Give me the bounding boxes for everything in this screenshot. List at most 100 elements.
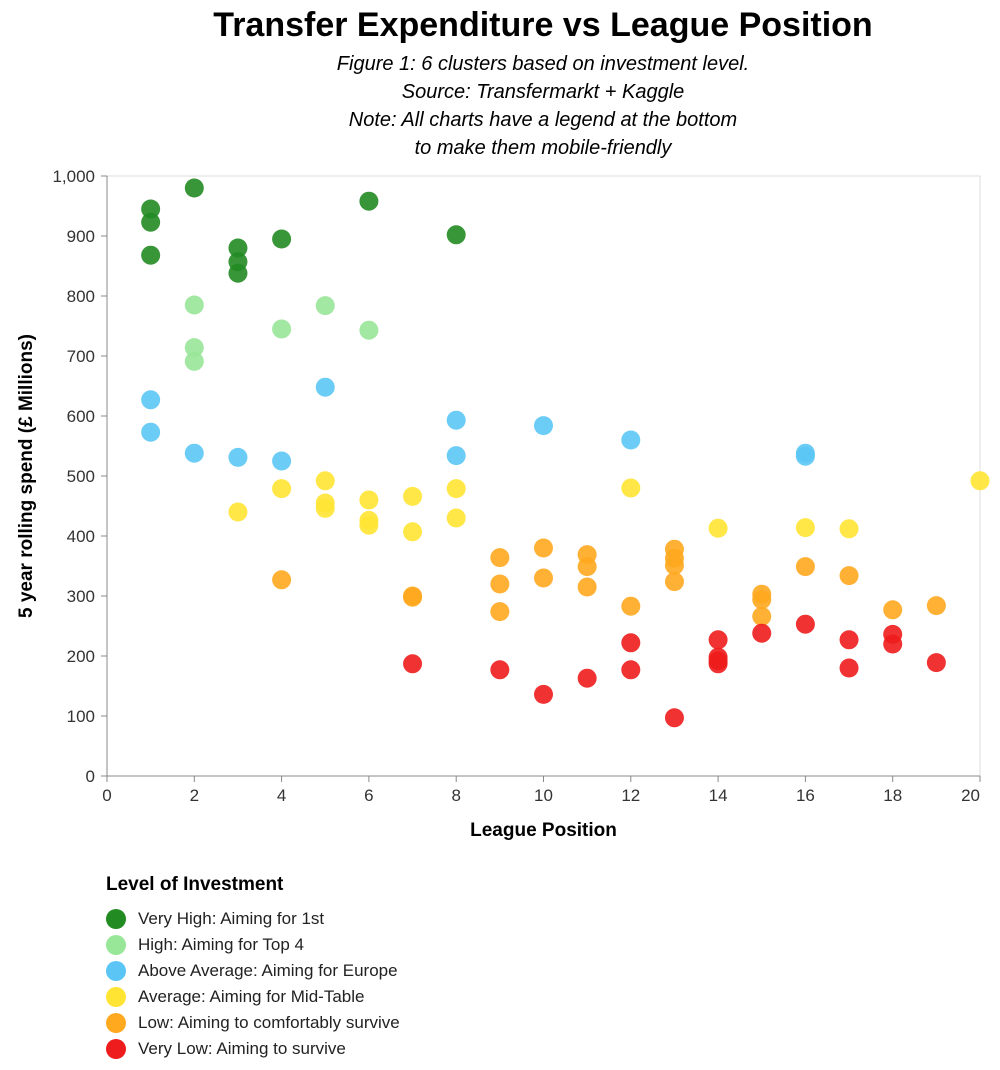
x-tick-label: 16 <box>796 786 815 805</box>
data-point <box>752 623 772 643</box>
data-point <box>184 443 204 463</box>
legend-label: Above Average: Aiming for Europe <box>138 961 398 980</box>
y-tick-label: 500 <box>67 467 95 486</box>
data-point <box>664 708 684 728</box>
y-tick-label: 800 <box>67 287 95 306</box>
data-point <box>315 471 335 491</box>
x-tick-label: 8 <box>451 786 460 805</box>
legend-swatch <box>106 1013 126 1033</box>
y-tick-label: 100 <box>67 707 95 726</box>
data-point <box>839 658 859 678</box>
data-point <box>926 596 946 616</box>
data-point <box>359 191 379 211</box>
data-point <box>228 502 248 522</box>
data-point <box>141 212 161 232</box>
y-tick-label: 1,000 <box>52 167 95 186</box>
data-point <box>708 630 728 650</box>
y-tick-label: 600 <box>67 407 95 426</box>
data-point <box>926 653 946 673</box>
data-point <box>403 486 423 506</box>
y-axis-title: 5 year rolling spend (£ Millions) <box>16 334 37 618</box>
data-point <box>795 518 815 538</box>
data-point <box>141 245 161 265</box>
data-point <box>184 295 204 315</box>
data-point <box>795 614 815 634</box>
legend-swatch <box>106 987 126 1007</box>
data-point <box>228 238 248 258</box>
scatter-chart: 0 2 4 6 8 10 12 14 16 18 2001002003004005006007008… <box>16 167 990 841</box>
data-point <box>184 351 204 371</box>
subtitle-line: to make them mobile-friendly <box>414 137 672 159</box>
legend-label: Low: Aiming to comfortably survive <box>138 1013 400 1032</box>
x-tick-label: 18 <box>883 786 902 805</box>
x-tick-label: 10 <box>534 786 553 805</box>
x-tick-label: 6 <box>364 786 373 805</box>
data-point <box>534 568 553 588</box>
data-point <box>141 422 161 442</box>
chart-title: Transfer Expenditure vs League Position <box>213 6 873 44</box>
legend-swatch <box>106 961 126 981</box>
data-point <box>577 577 597 597</box>
legend-item: Low: Aiming to comfortably survive <box>106 1010 400 1036</box>
data-point <box>272 479 292 499</box>
data-point <box>839 566 859 586</box>
data-point <box>315 296 335 316</box>
data-point <box>446 410 466 430</box>
legend-label: High: Aiming for Top 4 <box>138 935 304 954</box>
subtitle-line: Source: Transfermarkt + Kaggle <box>401 81 685 103</box>
legend-item: Very Low: Aiming to survive <box>106 1036 400 1062</box>
data-point <box>403 654 423 674</box>
data-point <box>490 660 510 680</box>
x-tick-label: 14 <box>709 786 728 805</box>
data-point <box>883 600 903 620</box>
data-point <box>141 390 161 410</box>
data-point <box>883 634 903 654</box>
legend-title: Level of Investment <box>106 874 284 895</box>
data-point <box>795 557 815 577</box>
data-point <box>446 479 466 499</box>
data-point <box>272 319 292 339</box>
data-point <box>446 446 466 466</box>
data-point <box>708 518 728 538</box>
data-point <box>490 574 510 594</box>
x-tick-label: 20 <box>961 786 980 805</box>
data-point <box>315 377 335 397</box>
data-point <box>184 178 204 198</box>
data-point <box>621 596 641 616</box>
legend-swatch <box>106 909 126 929</box>
legend: Level of Investment Very High: Aiming fo… <box>106 874 400 1062</box>
data-point <box>970 471 990 491</box>
y-tick-label: 900 <box>67 227 95 246</box>
data-point <box>403 522 423 542</box>
legend-swatch <box>106 935 126 955</box>
data-point <box>490 602 510 622</box>
x-tick-label: 2 <box>190 786 199 805</box>
data-point <box>752 606 772 626</box>
legend-item: High: Aiming for Top 4 <box>106 932 400 958</box>
legend-swatch <box>106 1039 126 1059</box>
y-tick-label: 400 <box>67 527 95 546</box>
legend-item: Very High: Aiming for 1st <box>106 906 400 932</box>
legend-label: Very High: Aiming for 1st <box>138 909 325 928</box>
data-point <box>446 508 466 528</box>
data-point <box>359 515 379 535</box>
legend-label: Average: Aiming for Mid-Table <box>138 987 365 1006</box>
data-point <box>708 654 728 674</box>
x-tick-label: 12 <box>621 786 640 805</box>
legend-items: Very High: Aiming for 1st High: Aiming fo… <box>106 906 400 1062</box>
data-point <box>752 590 772 610</box>
data-point <box>403 587 423 607</box>
data-point <box>795 446 815 466</box>
x-tick-label: 0 <box>102 786 111 805</box>
data-point <box>577 668 597 688</box>
data-point <box>359 490 379 510</box>
data-point <box>577 557 597 577</box>
legend-item: Above Average: Aiming for Europe <box>106 958 400 984</box>
data-point <box>359 320 379 340</box>
data-point <box>621 660 641 680</box>
data-point <box>272 570 292 590</box>
data-point <box>141 199 161 219</box>
y-tick-label: 0 <box>86 767 95 786</box>
y-tick-label: 200 <box>67 647 95 666</box>
y-tick-label: 300 <box>67 587 95 606</box>
